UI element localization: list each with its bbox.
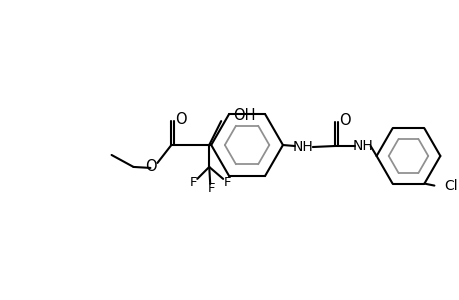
Text: F: F	[189, 176, 196, 189]
Text: F: F	[223, 176, 230, 189]
Text: O: O	[175, 112, 187, 127]
Text: O: O	[144, 159, 156, 174]
Text: O: O	[338, 112, 350, 128]
Text: NH: NH	[292, 140, 313, 154]
Text: Cl: Cl	[443, 178, 457, 193]
Text: OH: OH	[233, 108, 255, 123]
Text: NH: NH	[352, 139, 372, 153]
Text: F: F	[207, 182, 214, 195]
